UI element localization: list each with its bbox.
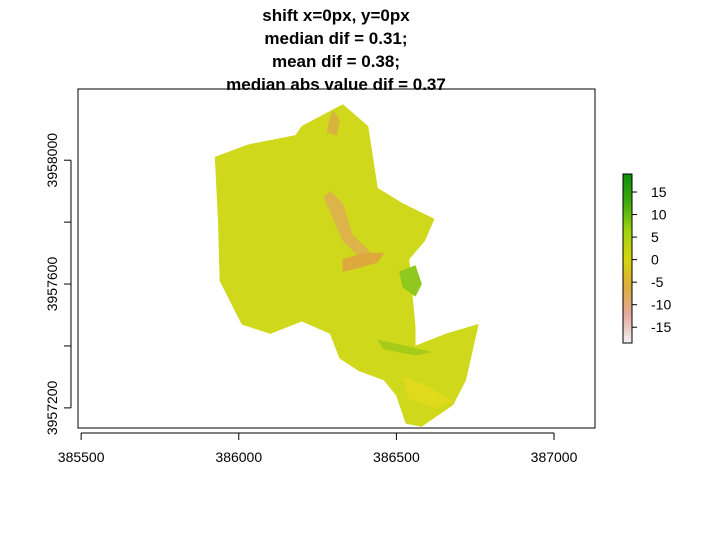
raster-regions: [214, 104, 479, 427]
chart-title-line-3: mean dif = 0.38;: [271, 52, 401, 71]
colorbar-ticks: 15 10 5 0 -5 -10 -15: [632, 184, 671, 335]
raster-region-channel-center: [342, 252, 385, 273]
y-tick-label: 3958000: [44, 133, 60, 188]
colorbar-tick-label: -15: [651, 319, 671, 335]
x-tick-label: 386000: [215, 449, 262, 465]
colorbar-tick-label: 5: [651, 229, 659, 245]
chart-title-line-2: median dif = 0.31;: [264, 29, 408, 48]
y-tick-label: 3957200: [44, 380, 60, 435]
y-axis: 3957200 3957600 3958000: [44, 133, 72, 435]
colorbar: [622, 173, 633, 344]
plot-frame: [77, 88, 596, 429]
x-tick-label: 385500: [58, 449, 105, 465]
colorbar-tick-label: -5: [651, 274, 664, 290]
raster-region-channel-north: [326, 110, 340, 136]
colorbar-tick-label: -10: [651, 297, 671, 313]
colorbar-tick-label: 10: [651, 207, 667, 223]
colorbar-tick-label: 0: [651, 252, 659, 268]
x-axis: 385500 386000 386500 387000: [58, 432, 578, 465]
raster-region-light-patch: [402, 376, 454, 409]
x-tick-label: 386500: [373, 449, 420, 465]
raster-region-green-east: [399, 265, 422, 297]
x-tick-label: 387000: [531, 449, 578, 465]
raster-region-green-lower: [376, 339, 432, 356]
y-tick-label: 3957600: [44, 257, 60, 312]
chart-title-line-1: shift x=0px, y=0px: [262, 6, 410, 25]
colorbar-tick-label: 15: [651, 184, 667, 200]
